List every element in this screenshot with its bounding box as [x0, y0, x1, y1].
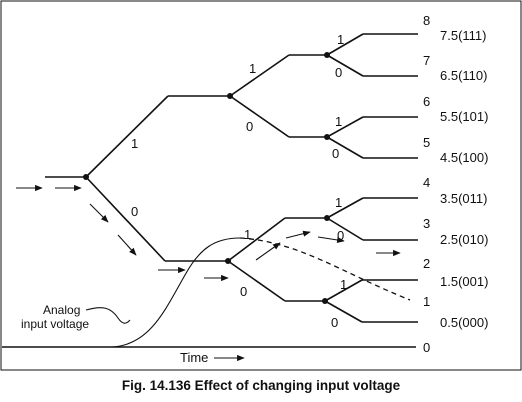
- decision-tree: [45, 33, 418, 323]
- leaf-8-rise: [326, 33, 364, 56]
- branch-root-upper: [85, 95, 169, 178]
- figure-caption: Fig. 14.136 Effect of changing input vol…: [122, 378, 401, 393]
- leaf-7-fall: [326, 54, 364, 77]
- node-root: [83, 174, 89, 180]
- output-labels: 8 7.5(111) 7 6.5(110) 6 5.5(101) 5 4.5(1…: [423, 13, 488, 355]
- flow-arrow-icon: [89, 203, 109, 223]
- figure-frame: [0, 0, 522, 371]
- node-level2-a: [324, 52, 330, 58]
- branch-bit-labels: 1 0 1 0 1 0 1 0 1 0 1 0 1 0: [131, 32, 347, 330]
- bit-label: 0: [332, 146, 339, 161]
- bit-label: 0: [331, 315, 338, 330]
- level-number: 7: [423, 53, 430, 68]
- node-level2-d: [322, 298, 328, 304]
- level-number: 8: [423, 13, 430, 28]
- level-number: 1: [423, 294, 430, 309]
- branch-u-upper: [229, 54, 290, 97]
- bit-label: 1: [249, 61, 256, 76]
- branch-u-lower: [229, 95, 290, 138]
- bit-label: 0: [240, 284, 247, 299]
- output-value: 4.5(100): [440, 150, 488, 165]
- leaf-2-rise: [324, 279, 363, 302]
- bit-label: 0: [131, 204, 138, 219]
- node-level2-c: [324, 215, 330, 221]
- node-level1-lower: [225, 258, 231, 264]
- output-value: 3.5(011): [440, 191, 487, 206]
- leaf-6-rise: [326, 116, 364, 138]
- bit-label: 0: [337, 228, 344, 243]
- level-number: 4: [423, 175, 430, 190]
- node-level2-b: [324, 134, 330, 140]
- level-number: 6: [423, 94, 430, 109]
- analog-input-curve: [111, 237, 241, 348]
- flow-arrow-icon: [117, 234, 137, 256]
- output-value: 7.5(111): [440, 28, 487, 43]
- leaf-1-fall: [324, 300, 363, 323]
- analog-input-decay-dashed: [239, 237, 411, 301]
- level-number: 2: [423, 256, 430, 271]
- bit-label: 1: [131, 136, 138, 151]
- flow-arrow-icon: [317, 236, 345, 243]
- leaf-5-fall: [326, 136, 364, 159]
- analog-label-leader: [85, 307, 131, 324]
- analog-input-label: input voltage: [21, 317, 89, 331]
- level-number: 3: [423, 216, 430, 231]
- output-value: 2.5(010): [440, 232, 488, 247]
- bit-label: 1: [337, 32, 344, 47]
- output-value: 0.5(000): [440, 315, 488, 330]
- output-value: 5.5(101): [440, 109, 488, 124]
- bit-label: 1: [335, 114, 342, 129]
- bit-label: 1: [340, 277, 347, 292]
- leaf-4-rise: [326, 197, 364, 219]
- leaf-3-fall: [326, 217, 364, 241]
- level-number: 0: [423, 340, 430, 355]
- output-value: 1.5(001): [440, 274, 488, 289]
- time-label: Time: [180, 350, 208, 365]
- bit-label: 0: [335, 65, 342, 80]
- branch-root-lower: [85, 176, 166, 262]
- analog-input-label: Analog: [43, 303, 80, 317]
- output-value: 6.5(110): [440, 68, 487, 83]
- flow-arrow-icon: [255, 242, 281, 261]
- node-level1-upper: [227, 93, 233, 99]
- bit-label: 1: [335, 195, 342, 210]
- flow-arrow-icon: [285, 230, 311, 239]
- bit-label: 1: [244, 227, 251, 242]
- flow-arrows: [16, 184, 401, 282]
- level-number: 5: [423, 135, 430, 150]
- bit-label: 0: [246, 119, 253, 134]
- branch-l-upper: [227, 217, 286, 262]
- branch-l-lower: [227, 260, 286, 302]
